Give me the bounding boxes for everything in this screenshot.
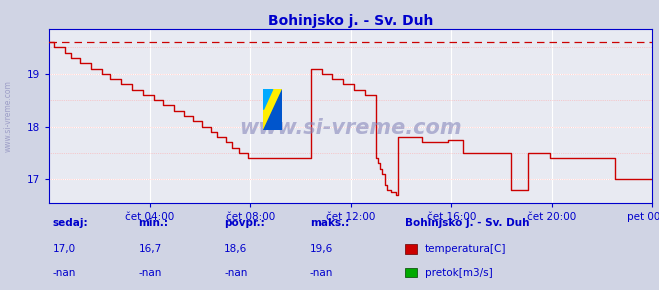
Text: 16,7: 16,7 <box>138 244 161 254</box>
Polygon shape <box>264 89 282 130</box>
Polygon shape <box>264 89 282 130</box>
Polygon shape <box>264 89 273 110</box>
Text: -nan: -nan <box>138 267 161 278</box>
Text: www.si-vreme.com: www.si-vreme.com <box>3 80 13 152</box>
Text: povpr.:: povpr.: <box>224 218 265 228</box>
Text: 19,6: 19,6 <box>310 244 333 254</box>
Text: 18,6: 18,6 <box>224 244 247 254</box>
Text: Bohinjsko j. - Sv. Duh: Bohinjsko j. - Sv. Duh <box>405 218 530 228</box>
Text: min.:: min.: <box>138 218 169 228</box>
Text: www.si-vreme.com: www.si-vreme.com <box>240 118 462 138</box>
Text: maks.:: maks.: <box>310 218 349 228</box>
Title: Bohinjsko j. - Sv. Duh: Bohinjsko j. - Sv. Duh <box>268 14 434 28</box>
Text: sedaj:: sedaj: <box>53 218 88 228</box>
Text: -nan: -nan <box>53 267 76 278</box>
Text: temperatura[C]: temperatura[C] <box>425 244 507 254</box>
Text: pretok[m3/s]: pretok[m3/s] <box>425 267 493 278</box>
Text: 17,0: 17,0 <box>53 244 76 254</box>
Text: -nan: -nan <box>224 267 247 278</box>
Text: -nan: -nan <box>310 267 333 278</box>
